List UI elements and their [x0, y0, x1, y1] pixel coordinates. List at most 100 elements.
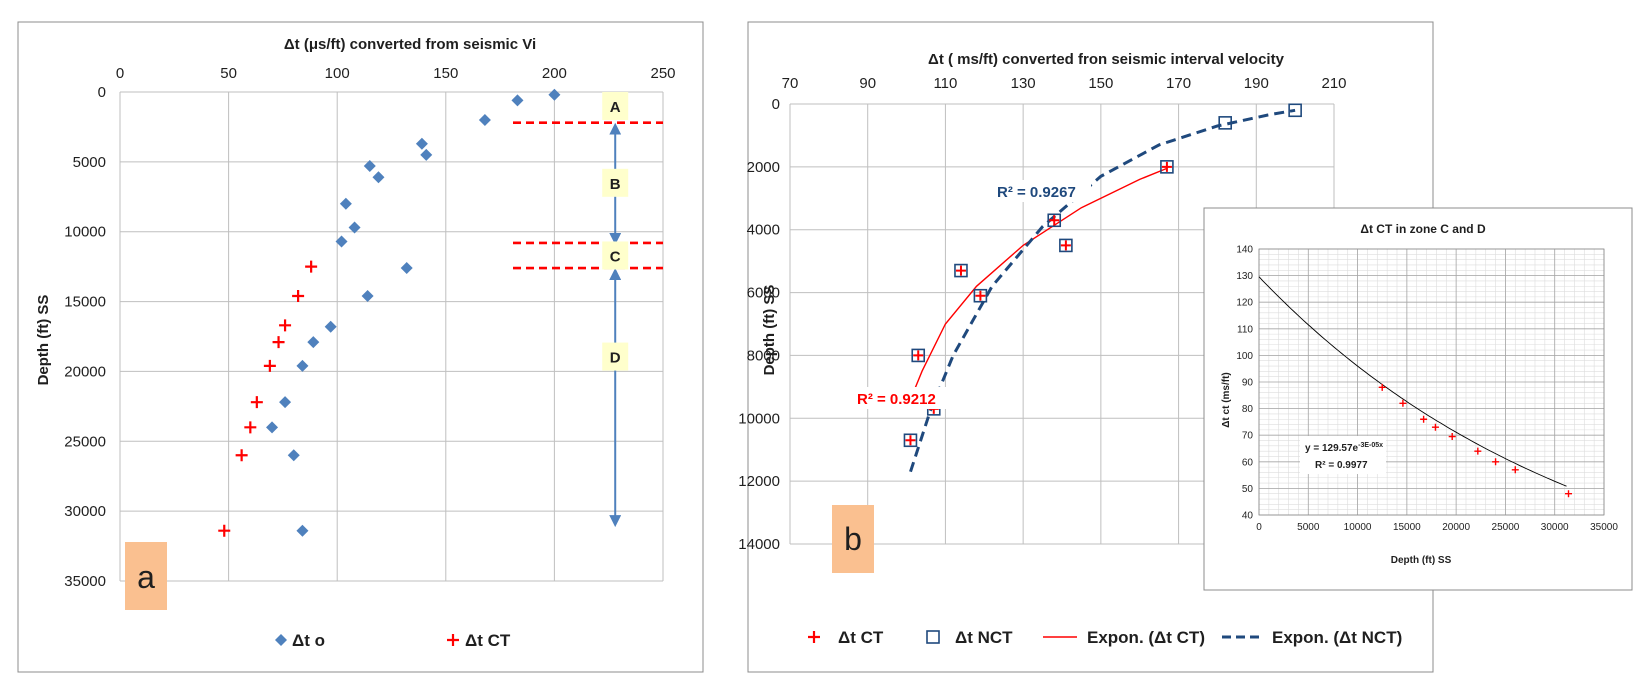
panel-b-ct-point	[955, 265, 966, 276]
panel-b-y-tick-label: 6000	[747, 285, 780, 302]
panel-b-x-tick-label: 190	[1244, 75, 1269, 92]
panel-b-r2-ct-bg	[853, 387, 951, 409]
panel-a-dto-point	[279, 396, 292, 409]
legend-b-expon-nct: Expon. (Δt NCT)	[1222, 628, 1402, 647]
panel-b-y-ticks: 0 2000 4000 6000 8000 10000 12000 14000	[738, 96, 780, 553]
inset-y-tick-label: 110	[1237, 324, 1253, 335]
legend-b-expon-nct-label: Expon. (Δt NCT)	[1272, 628, 1402, 647]
panel-a-y-tick-label: 20000	[64, 363, 106, 380]
inset-y-tick-label: 140	[1236, 245, 1253, 256]
inset-ct-point	[1448, 433, 1456, 441]
legend-b-ct-label: Δt CT	[838, 628, 884, 647]
panel-a-grid	[119, 91, 664, 582]
panel-b-nct-point	[954, 263, 968, 278]
panel-b-ct-point	[1049, 215, 1060, 226]
panel-a-zone-label: C	[610, 248, 621, 265]
panel-b-letter-bg	[832, 505, 874, 573]
panel-a-dto-point	[361, 289, 374, 302]
panel-a-y-tick-label: 35000	[64, 573, 106, 590]
inset-x-tick-label: 20000	[1442, 522, 1470, 533]
panel-a-y-ticks: 0 5000 10000 15000 20000 25000 30000 35000	[64, 84, 106, 590]
panel-b-y-axis-label: Depth (ft) SS	[761, 285, 778, 376]
panel-a-frame	[17, 21, 704, 673]
panel-b-trendlines	[909, 108, 1296, 473]
panel-b-nct-point	[973, 288, 988, 303]
inset-title: Δt CT in zone C and D	[1360, 222, 1486, 236]
panel-a-title: Δt (μs/ft) converted from seismic Vi	[284, 36, 536, 53]
inset-y-tick-label: 40	[1242, 511, 1254, 522]
panel-b-y-tick-label: 0	[772, 96, 780, 113]
panel-b-nct-point	[903, 433, 918, 448]
panel-b-ct-point	[913, 350, 924, 361]
panel-a-y-tick-label: 25000	[64, 433, 106, 450]
panel-b-nct-point	[1160, 160, 1174, 174]
inset-equation-exp: -3E-05x	[1358, 442, 1383, 449]
panel-b-nct-point	[1288, 103, 1302, 118]
panel-a-y-axis-label: Depth (ft) SS	[35, 295, 52, 386]
panel-a-y-tick-label: 10000	[64, 224, 106, 241]
inset-equation-bg	[1300, 436, 1386, 474]
panel-a-zone-label-bg	[602, 168, 629, 197]
inset-x-tick-label: 15000	[1393, 522, 1421, 533]
panel-a-y-tick-label: 5000	[73, 154, 106, 171]
inset-y-ticks: 40 50 60 70 80 90 100 110 120 130 140	[1236, 245, 1253, 522]
panel-a-dto-point	[324, 320, 337, 333]
panel-a-letter: a	[137, 559, 155, 595]
legend-a-dto-label: Δt o	[292, 631, 325, 650]
inset-ct-point	[1511, 466, 1519, 474]
legend-a-dtct: Δt CT	[447, 631, 511, 650]
panel-a-dtct-point	[244, 421, 257, 434]
inset-ct-point	[1492, 458, 1500, 466]
panel-b-ct-point	[905, 435, 916, 446]
panel-a-legend: Δt o Δt CT	[275, 631, 511, 650]
inset-x-tick-label: 5000	[1297, 522, 1320, 533]
panel-a-y-tick-label: 0	[98, 84, 106, 101]
inset-trendline-curve	[1258, 276, 1567, 487]
panel-b-r2-nct: R² = 0.9267	[997, 184, 1076, 201]
panel-b-nct-point	[1218, 116, 1232, 130]
panel-b-x-tick-label: 130	[1011, 75, 1036, 92]
inset-y-tick-label: 70	[1242, 431, 1254, 442]
inset-y-tick-label: 90	[1242, 378, 1254, 389]
panel-b-y-tick-label: 14000	[738, 536, 780, 553]
inset-y-tick-label: 130	[1236, 271, 1253, 282]
legend-b-nct: Δt NCT	[926, 628, 1013, 647]
panel-a-x-tick-label: 0	[116, 65, 124, 82]
panel-a-dtct-point	[279, 319, 292, 332]
panel-b-x-tick-label: 170	[1166, 75, 1191, 92]
panel-a-x-tick-label: 100	[325, 65, 350, 82]
panel-a-dto-point	[339, 197, 352, 210]
panel-b-x-tick-label: 90	[859, 75, 876, 92]
inset-y-tick-label: 120	[1236, 298, 1253, 309]
panel-a-x-tick-label: 50	[220, 65, 237, 82]
panel-a-dto-point	[511, 94, 524, 107]
inset-ct-point	[1378, 383, 1386, 391]
legend-b-expon-ct-label: Expon. (Δt CT)	[1087, 628, 1205, 647]
panel-a-dtct-point	[218, 524, 231, 537]
panel-a-letter-bg	[125, 542, 167, 610]
panel-b-r2-nct-bg	[993, 180, 1091, 202]
legend-a-dtct-label: Δt CT	[465, 631, 511, 650]
panel-a-y-tick-label: 30000	[64, 503, 106, 520]
panel-b-trendline-ct	[909, 167, 1168, 400]
panel-a-dto-point	[420, 148, 433, 161]
panel-b-ct-point	[1060, 240, 1071, 251]
panel-b-y-tick-label: 8000	[747, 347, 780, 364]
panel-b-title: Δt ( ms/ft) converted fron seismic inter…	[928, 51, 1285, 68]
panel-a-dto-point	[296, 359, 309, 372]
panel-b-x-tick-label: 70	[782, 75, 799, 92]
legend-b-nct-label: Δt NCT	[955, 628, 1013, 647]
panel-b-y-tick-label: 2000	[747, 159, 780, 176]
panel-b-x-tick-label: 110	[933, 75, 957, 92]
panel-b-ct-point	[1161, 161, 1172, 172]
panel-b-nct-point	[1047, 213, 1062, 228]
inset-ct-point	[1431, 423, 1439, 431]
legend-b-ct-marker	[808, 631, 820, 643]
legend-a-dto-marker	[275, 634, 287, 646]
panel-a-x-tick-label: 150	[433, 65, 458, 82]
panel-b-series-nct	[903, 103, 1302, 448]
panel-a-dto-point	[266, 421, 279, 434]
panel-a-dtct-point	[272, 336, 285, 349]
legend-a-dtct-marker	[447, 634, 459, 646]
